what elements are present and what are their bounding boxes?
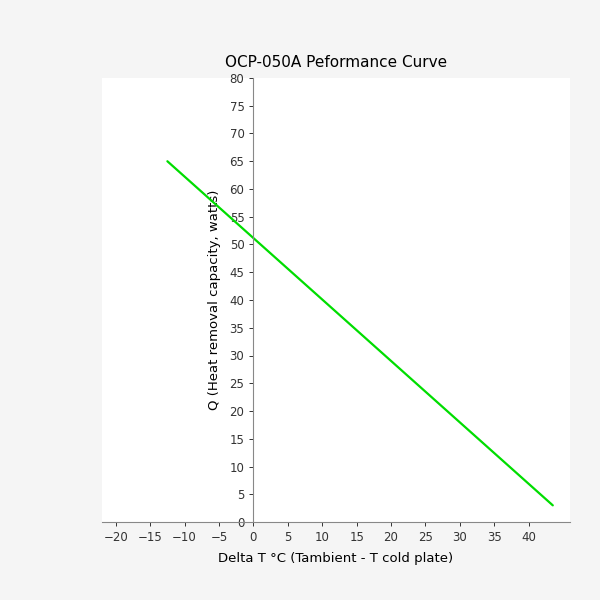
- X-axis label: Delta T °C (Tambient - T cold plate): Delta T °C (Tambient - T cold plate): [218, 553, 454, 565]
- Y-axis label: Q (Heat removal capacity, watts): Q (Heat removal capacity, watts): [208, 190, 221, 410]
- Title: OCP-050A Peformance Curve: OCP-050A Peformance Curve: [225, 55, 447, 70]
